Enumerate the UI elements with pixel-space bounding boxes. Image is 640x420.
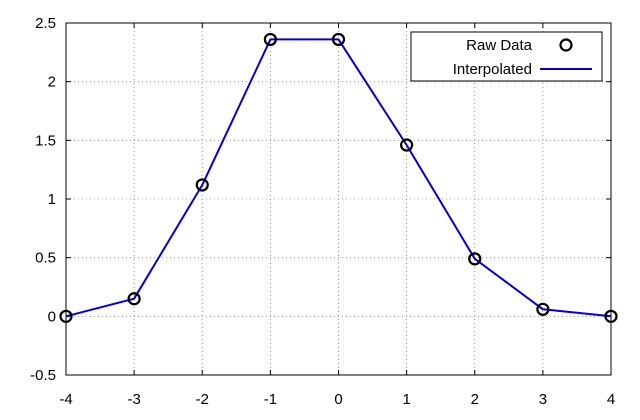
y-tick-label: -0.5 [30,367,56,384]
x-tick-label: -3 [127,391,140,408]
raw-data-point [263,32,277,47]
x-tick-label: 4 [607,391,615,408]
x-tick-label: -1 [264,391,277,408]
x-tick-label: -2 [196,391,209,408]
interpolated-line [65,38,612,318]
x-tick-label: 3 [539,391,547,408]
legend: Raw Data Interpolated [410,31,603,82]
y-tick-label: 2.5 [35,15,56,32]
legend-marker-raw-data [559,38,573,52]
y-tick-label: 1 [48,191,56,208]
x-tick-label: 0 [334,391,342,408]
y-tick-label: 0 [48,308,56,325]
series [59,32,618,323]
raw-data-point [400,138,414,152]
raw-data-point [331,32,346,47]
raw-data-point [604,309,618,323]
y-tick-label: 0.5 [35,250,56,267]
x-axis-tick-labels: -4 -3 -2 -1 0 1 2 3 4 [59,391,615,408]
raw-data-point [59,309,73,323]
y-axis-tick-labels: -0.5 0 0.5 1 1.5 2 2.5 [30,15,56,384]
raw-data-point [127,292,141,306]
legend-label-raw-data: Raw Data [466,37,533,54]
raw-data-point [536,302,550,316]
x-tick-label: 1 [402,391,410,408]
raw-data-point [195,178,209,192]
grid [66,23,611,375]
y-tick-label: 2 [48,74,56,91]
y-tick-label: 1.5 [35,132,56,149]
axis-ticks [65,22,612,376]
x-tick-label: 2 [471,391,479,408]
x-tick-label: -4 [59,391,72,408]
raw-data-point [468,252,482,266]
legend-label-interpolated: Interpolated [453,61,532,78]
